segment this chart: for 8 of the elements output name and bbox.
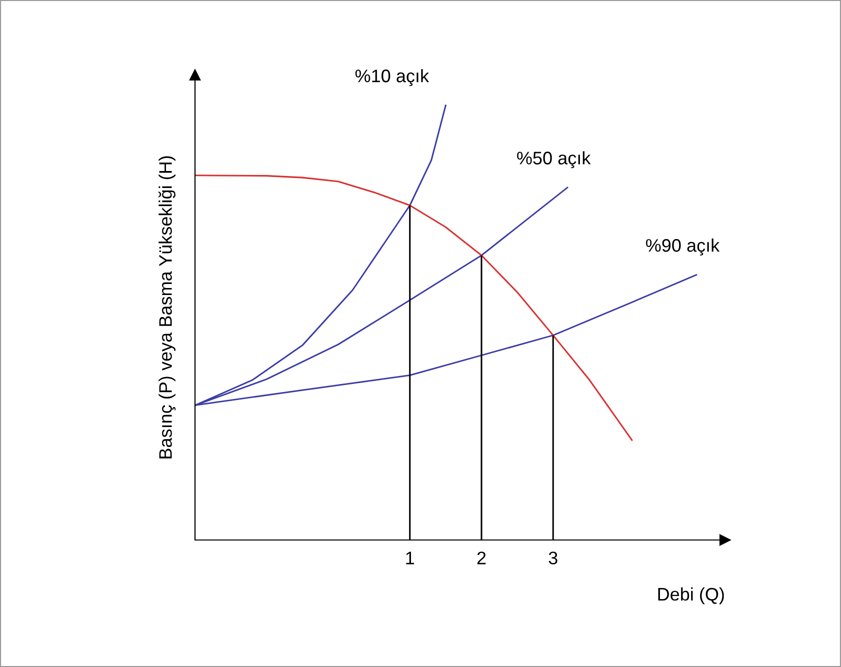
x-tick-label: 1 (406, 552, 414, 564)
series-label: %50 açık (517, 151, 591, 168)
x-axis-title: Debi (Q) (658, 587, 724, 604)
x-tick-label: 2 (477, 552, 486, 564)
series-label: %90 açık (646, 238, 720, 256)
x-tick-label: 3 (548, 552, 558, 564)
y-axis-title: Basınç (P) veya Basma Yüksekliği (H) (158, 156, 176, 458)
series-label: %10 açık (355, 69, 430, 86)
